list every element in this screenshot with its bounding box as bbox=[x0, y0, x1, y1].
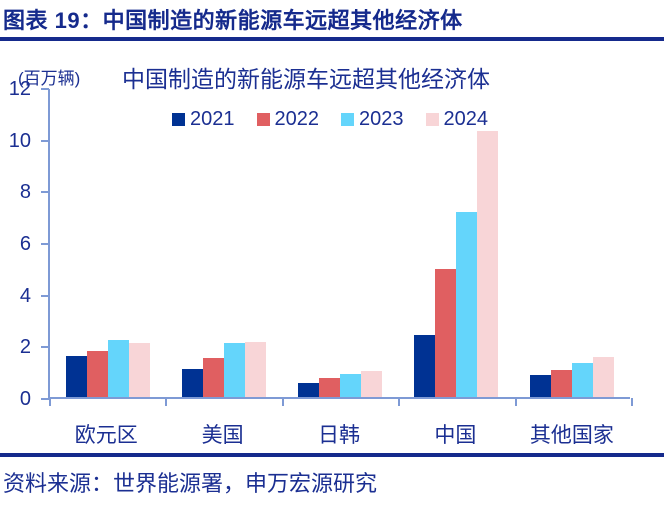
figure-header-title: 图表 19：中国制造的新能源车远超其他经济体 bbox=[3, 8, 463, 33]
bar-欧元区-2023 bbox=[108, 340, 129, 397]
bar-日韩-2021 bbox=[298, 382, 319, 397]
y-axis-tick-10 bbox=[41, 139, 49, 142]
y-tick-label-4: 4 bbox=[19, 284, 31, 307]
source-note: 资料来源：世界能源署，申万宏源研究 bbox=[3, 471, 378, 496]
y-tick-label-0: 0 bbox=[19, 388, 31, 410]
bar-groups bbox=[50, 89, 630, 397]
bar-美国-2024 bbox=[245, 341, 266, 397]
bar-日韩-2022 bbox=[319, 377, 340, 397]
bar-欧元区-2024 bbox=[129, 342, 150, 397]
legend-item-2022: 2022 bbox=[256, 107, 320, 131]
x-axis-tick-3 bbox=[398, 398, 401, 406]
legend-label-2022: 2022 bbox=[274, 107, 320, 130]
y-axis-tick-6 bbox=[41, 243, 49, 245]
legend-item-2024: 2024 bbox=[425, 107, 489, 131]
legend-label-2023: 2023 bbox=[359, 107, 404, 130]
legend-swatch-2021 bbox=[172, 112, 185, 126]
y-tick-label-8: 8 bbox=[19, 181, 31, 204]
category-label-日韩: 日韩 bbox=[318, 424, 361, 447]
x-axis-tick-5 bbox=[631, 398, 633, 406]
bar-其他国家-2023 bbox=[572, 363, 593, 397]
bar-中国-2023 bbox=[456, 212, 477, 397]
legend-swatch-2024 bbox=[425, 112, 439, 126]
bar-日韩-2024 bbox=[361, 371, 382, 397]
bar-group-美国 bbox=[166, 89, 282, 397]
legend-item-2021: 2021 bbox=[172, 108, 235, 131]
category-label-中国: 中国 bbox=[434, 424, 477, 447]
y-tick-label-2: 2 bbox=[19, 336, 31, 359]
legend-label-2024: 2024 bbox=[443, 107, 489, 130]
legend-swatch-2022 bbox=[256, 112, 270, 126]
bar-美国-2023 bbox=[224, 342, 245, 397]
bar-group-中国 bbox=[398, 89, 514, 397]
bar-日韩-2023 bbox=[340, 373, 361, 397]
x-axis-tick-4 bbox=[514, 398, 517, 406]
bar-中国-2021 bbox=[414, 335, 435, 397]
category-label-欧元区: 欧元区 bbox=[74, 424, 138, 447]
bar-美国-2022 bbox=[203, 358, 224, 397]
bar-其他国家-2021 bbox=[530, 375, 551, 397]
bar-欧元区-2022 bbox=[87, 350, 108, 397]
bar-中国-2024 bbox=[477, 130, 498, 397]
y-axis-tick-12 bbox=[41, 88, 49, 90]
footer-divider-line bbox=[0, 453, 664, 457]
plot-area bbox=[41, 88, 633, 406]
bar-其他国家-2024 bbox=[593, 357, 614, 397]
category-label-其他国家: 其他国家 bbox=[529, 424, 614, 447]
chart-title: 中国制造的新能源车远超其他经济体 bbox=[122, 66, 490, 92]
header-divider-line bbox=[0, 37, 664, 41]
bar-其他国家-2022 bbox=[551, 369, 572, 397]
y-axis-labels: 0 2 4 6 8 10 12 bbox=[0, 78, 31, 410]
bar-group-日韩 bbox=[282, 89, 398, 397]
y-axis-unit-label: (百万辆) bbox=[18, 69, 81, 88]
x-axis-tick-0 bbox=[49, 398, 51, 406]
x-axis-tick-2 bbox=[281, 398, 284, 406]
x-axis-category-labels: 欧元区 美国 日韩 中国 其他国家 bbox=[48, 419, 630, 449]
y-axis-tick-8 bbox=[41, 191, 49, 194]
y-tick-label-12: 12 bbox=[8, 78, 31, 100]
y-axis-tick-0 bbox=[41, 398, 49, 400]
bar-group-其他国家 bbox=[514, 89, 630, 397]
bar-美国-2021 bbox=[182, 368, 203, 397]
legend-label-2021: 2021 bbox=[190, 107, 235, 130]
bar-group-欧元区 bbox=[50, 89, 166, 397]
y-tick-label-10: 10 bbox=[8, 129, 31, 152]
y-axis-tick-2 bbox=[41, 346, 49, 349]
y-axis-tick-4 bbox=[41, 294, 49, 297]
y-tick-label-6: 6 bbox=[19, 233, 31, 255]
chart-legend: 2021 2022 2023 2024 bbox=[20, 105, 640, 133]
bar-中国-2022 bbox=[435, 269, 456, 397]
legend-swatch-2023 bbox=[341, 112, 354, 126]
legend-item-2023: 2023 bbox=[341, 108, 404, 131]
x-axis-tick-1 bbox=[165, 398, 168, 406]
category-label-美国: 美国 bbox=[201, 424, 244, 447]
bar-欧元区-2021 bbox=[66, 355, 87, 397]
